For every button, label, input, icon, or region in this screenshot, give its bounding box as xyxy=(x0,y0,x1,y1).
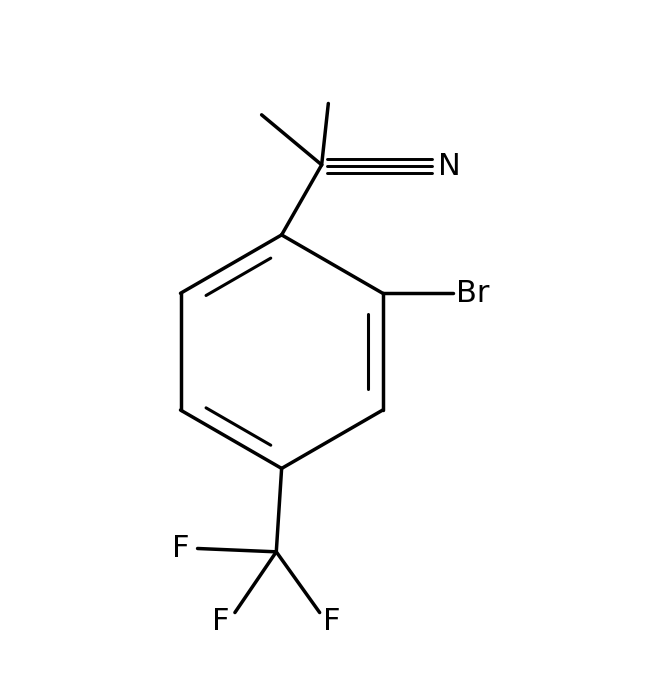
Text: Br: Br xyxy=(456,279,490,308)
Text: N: N xyxy=(438,152,461,181)
Text: F: F xyxy=(323,608,340,636)
Text: F: F xyxy=(172,534,190,563)
Text: F: F xyxy=(212,608,230,636)
